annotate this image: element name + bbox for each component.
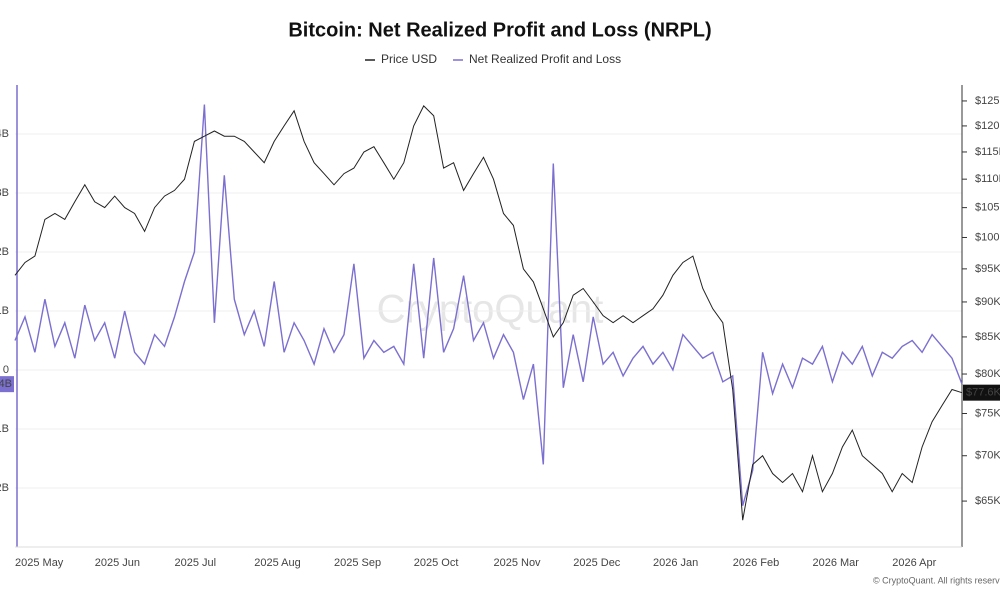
series-line xyxy=(14,105,963,521)
x-tick-label: 2025 Oct xyxy=(414,557,459,569)
y-tick-label: -2B xyxy=(0,482,9,494)
legend: Price USD Net Realized Profit and Loss xyxy=(365,52,621,66)
y2-tick-label: $125K xyxy=(975,95,1000,107)
y2-tick-label: $115K xyxy=(975,146,1000,158)
y2-tick-label: $95K xyxy=(975,263,1000,275)
x-tick-label: 2025 Nov xyxy=(493,557,541,569)
chart-title: Bitcoin: Net Realized Profit and Loss (N… xyxy=(288,19,711,41)
y-tick-label: 3B xyxy=(0,187,9,199)
y2-tick-label: $65K xyxy=(975,495,1000,507)
current-price-label: $77.6K xyxy=(966,387,1000,399)
current-price-box xyxy=(963,384,1000,401)
y-tick-label: 0 xyxy=(3,364,9,376)
y-tick-label: 1B xyxy=(0,305,9,317)
footer: © CryptoQuant. All rights reserved. xyxy=(873,575,1000,585)
legend-label: Price USD xyxy=(381,52,437,66)
y2-tick-label: $100K xyxy=(975,231,1000,243)
y2-tick-label: $75K xyxy=(975,407,1000,419)
y-tick-label: 2B xyxy=(0,246,9,258)
series-line xyxy=(14,104,963,506)
x-tick-label: 2026 Apr xyxy=(892,557,936,569)
watermark: CryptoQuant xyxy=(377,288,604,332)
current-nrpl-label: -0.24B xyxy=(0,378,12,390)
y2-tick-label: $70K xyxy=(975,450,1000,462)
legend-label: Net Realized Profit and Loss xyxy=(469,52,621,66)
x-tick-label: 2025 Jul xyxy=(174,557,216,569)
y2-tick-label: $80K xyxy=(975,368,1000,380)
y2-tick-label: $120K xyxy=(975,120,1000,132)
x-tick-label: 2026 Mar xyxy=(812,557,859,569)
y2-tick-label: $90K xyxy=(975,296,1000,308)
x-tick-label: 2025 May xyxy=(15,557,64,569)
y-tick-label: -1B xyxy=(0,423,9,435)
y-tick-label: 4B xyxy=(0,128,9,140)
x-tick-label: 2025 Jun xyxy=(95,557,140,569)
y2-tick-label: $110K xyxy=(975,173,1000,185)
x-tick-label: 2025 Dec xyxy=(573,557,621,569)
x-tick-label: 2025 Sep xyxy=(334,557,381,569)
x-tick-label: 2026 Feb xyxy=(733,557,779,569)
current-nrpl-box xyxy=(0,376,14,393)
y2-tick-label: $85K xyxy=(975,331,1000,343)
x-tick-label: 2025 Aug xyxy=(254,557,301,569)
x-tick-label: 2026 Jan xyxy=(653,557,698,569)
y2-tick-label: $105K xyxy=(975,202,1000,214)
